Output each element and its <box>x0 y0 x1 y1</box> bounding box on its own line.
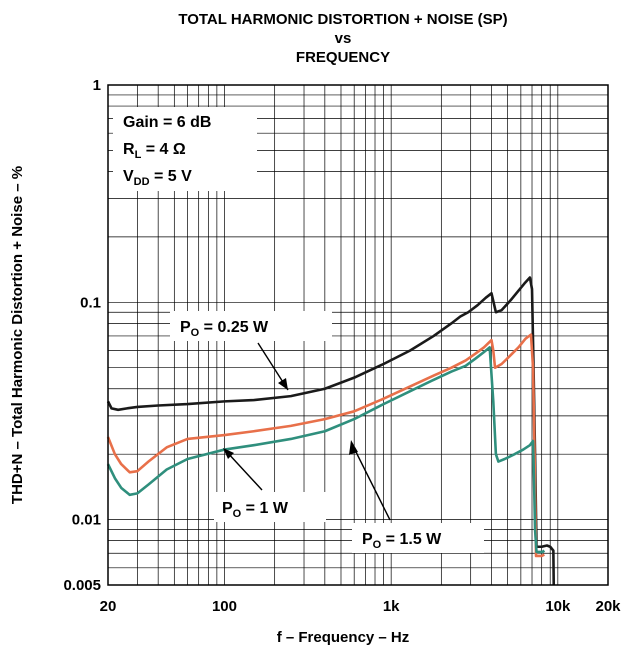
plot-frame <box>107 84 609 586</box>
title-line-2: vs <box>335 30 352 47</box>
y-tick-labels: 1 0.1 0.01 0.005 <box>63 77 101 594</box>
x-tick-label: 20k <box>595 598 621 615</box>
y-axis-label: THD+N – Total Harmonic Distortion + Nois… <box>9 166 26 504</box>
x-tick-label: 20 <box>100 598 117 615</box>
y-tick-label: 0.01 <box>72 512 101 529</box>
y-tick-label: 1 <box>93 77 101 94</box>
annotation-label: PO = 1 W <box>222 500 289 520</box>
annotation-arrowhead <box>349 440 358 455</box>
series-line-1 <box>106 333 545 558</box>
title-line-1: TOTAL HARMONIC DISTORTION + NOISE (SP) <box>178 11 507 28</box>
conditions-box <box>113 107 257 191</box>
annotation-arrowhead <box>278 378 288 390</box>
annotation-label: PO = 1.5 W <box>362 531 442 551</box>
chart-title: TOTAL HARMONIC DISTORTION + NOISE (SP) v… <box>178 11 507 66</box>
annotation-po-15w: PO = 1.5 W <box>349 440 484 553</box>
conditions-text: Gain = 6 dB RL = 4 Ω VDD = 5 V <box>123 114 211 188</box>
annotation-po-1w: PO = 1 W <box>214 448 326 522</box>
gain-label: Gain = 6 dB <box>123 114 211 131</box>
annotation-leader <box>225 450 263 491</box>
annotation-label: PO = 0.25 W <box>180 319 269 339</box>
annotation-bg <box>352 523 484 553</box>
x-tick-label: 1k <box>383 598 400 615</box>
y-tick-label: 0.005 <box>63 577 101 594</box>
x-tick-labels: 20 100 1k 10k 20k <box>100 598 622 615</box>
annotation-bg <box>170 311 332 341</box>
rl-label: RL = 4 Ω <box>123 141 186 161</box>
x-axis-label: f – Frequency – Hz <box>277 629 410 646</box>
x-tick-label: 10k <box>545 598 571 615</box>
series-line-2 <box>106 346 546 554</box>
x-tick-label: 100 <box>212 598 237 615</box>
title-line-3: FREQUENCY <box>296 49 390 66</box>
annotation-arrowhead <box>223 448 234 459</box>
annotation-bg <box>214 492 326 522</box>
data-series <box>106 276 556 586</box>
annotation-po-025w: PO = 0.25 W <box>170 311 332 391</box>
annotation-leader <box>352 445 391 521</box>
vdd-label: VDD = 5 V <box>123 168 192 188</box>
y-tick-label: 0.1 <box>80 294 101 311</box>
